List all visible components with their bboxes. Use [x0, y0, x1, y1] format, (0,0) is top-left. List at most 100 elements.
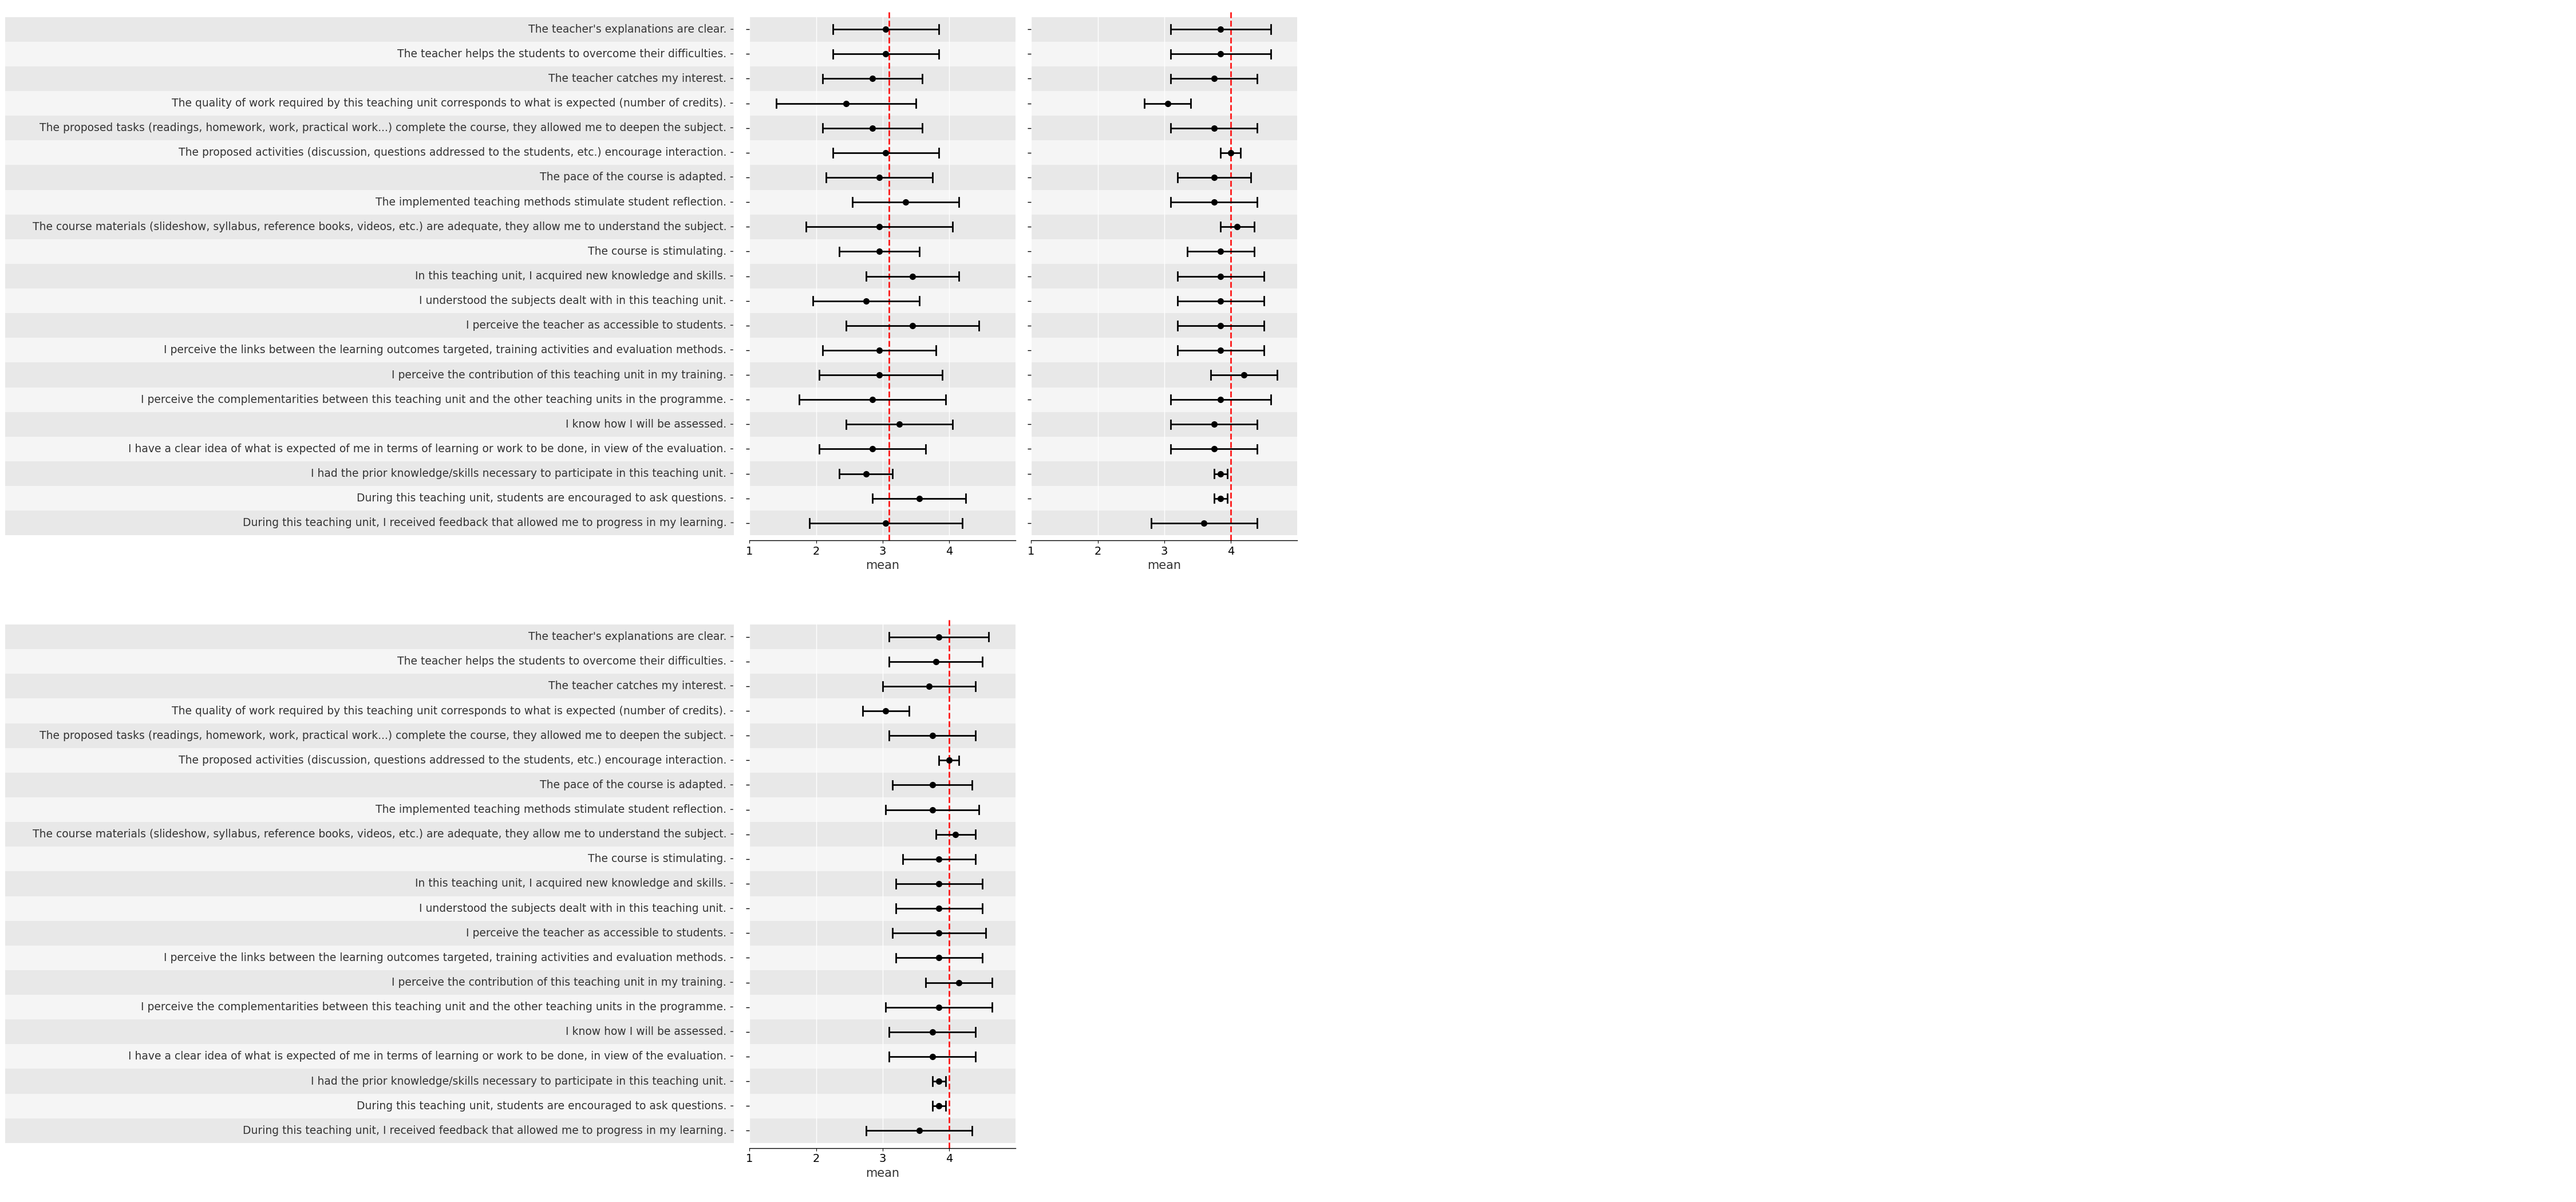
Text: During this teaching unit, students are encouraged to ask questions. -: During this teaching unit, students are …: [355, 493, 734, 504]
Bar: [5, 822, 734, 846]
Text: The quality of work required by this teaching unit corresponds to what is expect: The quality of work required by this tea…: [173, 706, 734, 716]
Bar: [750, 946, 1015, 970]
Bar: [750, 995, 1015, 1019]
Bar: [1030, 190, 1298, 214]
Bar: [750, 412, 1015, 436]
Bar: [750, 363, 1015, 387]
Text: The teacher's explanations are clear. -: The teacher's explanations are clear. -: [528, 24, 734, 35]
Text: During this teaching unit, students are encouraged to ask questions. -: During this teaching unit, students are …: [355, 1101, 734, 1112]
Bar: [1030, 115, 1298, 141]
X-axis label: mean: mean: [1146, 560, 1180, 571]
Bar: [5, 412, 734, 436]
Bar: [5, 1045, 734, 1069]
Bar: [5, 1019, 734, 1045]
Bar: [750, 486, 1015, 511]
Text: I perceive the complementarities between this teaching unit and the other teachi: I perceive the complementarities between…: [142, 1001, 734, 1012]
Text: I understood the subjects dealt with in this teaching unit. -: I understood the subjects dealt with in …: [420, 296, 734, 307]
Bar: [5, 17, 734, 42]
Bar: [750, 91, 1015, 115]
Bar: [750, 970, 1015, 995]
Bar: [750, 115, 1015, 141]
Text: The proposed activities (discussion, questions addressed to the students, etc.) : The proposed activities (discussion, que…: [178, 755, 734, 766]
Text: I perceive the links between the learning outcomes targeted, training activities: I perceive the links between the learnin…: [165, 345, 734, 356]
Text: The course is stimulating. -: The course is stimulating. -: [587, 246, 734, 257]
Bar: [5, 1118, 734, 1143]
Bar: [5, 846, 734, 871]
Bar: [750, 649, 1015, 674]
Bar: [5, 797, 734, 822]
Bar: [750, 314, 1015, 338]
Bar: [1030, 436, 1298, 462]
Bar: [750, 387, 1015, 412]
Bar: [5, 462, 734, 486]
Bar: [5, 141, 734, 165]
Text: I perceive the contribution of this teaching unit in my training. -: I perceive the contribution of this teac…: [392, 369, 734, 380]
Bar: [5, 263, 734, 288]
Bar: [1030, 288, 1298, 314]
Bar: [5, 91, 734, 115]
Bar: [1030, 42, 1298, 66]
Text: The proposed tasks (readings, homework, work, practical work...) complete the co: The proposed tasks (readings, homework, …: [39, 123, 734, 133]
Bar: [5, 511, 734, 535]
Text: I perceive the links between the learning outcomes targeted, training activities: I perceive the links between the learnin…: [165, 952, 734, 963]
Text: In this teaching unit, I acquired new knowledge and skills. -: In this teaching unit, I acquired new kn…: [415, 270, 734, 281]
Text: I perceive the teacher as accessible to students. -: I perceive the teacher as accessible to …: [466, 320, 734, 331]
Bar: [750, 1019, 1015, 1045]
Bar: [1030, 338, 1298, 363]
X-axis label: mean: mean: [866, 1167, 899, 1179]
Text: The implemented teaching methods stimulate student reflection. -: The implemented teaching methods stimula…: [376, 197, 734, 208]
Bar: [1030, 66, 1298, 91]
Bar: [5, 649, 734, 674]
Bar: [5, 387, 734, 412]
Text: The course materials (slideshow, syllabus, reference books, videos, etc.) are ad: The course materials (slideshow, syllabu…: [33, 829, 734, 840]
Bar: [750, 698, 1015, 724]
Bar: [750, 797, 1015, 822]
Bar: [5, 115, 734, 141]
Bar: [1030, 486, 1298, 511]
Bar: [5, 363, 734, 387]
Bar: [5, 288, 734, 314]
Bar: [1030, 214, 1298, 239]
Bar: [5, 42, 734, 66]
Bar: [5, 214, 734, 239]
Text: The pace of the course is adapted. -: The pace of the course is adapted. -: [541, 172, 734, 183]
Text: I perceive the contribution of this teaching unit in my training. -: I perceive the contribution of this teac…: [392, 977, 734, 988]
Bar: [750, 921, 1015, 946]
Text: I understood the subjects dealt with in this teaching unit. -: I understood the subjects dealt with in …: [420, 903, 734, 914]
Bar: [750, 436, 1015, 462]
Text: The pace of the course is adapted. -: The pace of the course is adapted. -: [541, 780, 734, 791]
Bar: [5, 1094, 734, 1118]
Bar: [750, 871, 1015, 897]
Bar: [750, 66, 1015, 91]
Bar: [5, 436, 734, 462]
Bar: [5, 239, 734, 263]
Text: The quality of work required by this teaching unit corresponds to what is expect: The quality of work required by this tea…: [173, 97, 734, 109]
Bar: [1030, 141, 1298, 165]
Bar: [750, 1118, 1015, 1143]
Text: The teacher's explanations are clear. -: The teacher's explanations are clear. -: [528, 631, 734, 642]
Bar: [5, 1069, 734, 1094]
X-axis label: mean: mean: [866, 560, 899, 571]
Bar: [1030, 363, 1298, 387]
Bar: [750, 17, 1015, 42]
Text: I had the prior knowledge/skills necessary to participate in this teaching unit.: I had the prior knowledge/skills necessa…: [312, 469, 734, 480]
Bar: [5, 748, 734, 773]
Text: The teacher helps the students to overcome their difficulties. -: The teacher helps the students to overco…: [397, 656, 734, 667]
Bar: [5, 946, 734, 970]
Bar: [1030, 387, 1298, 412]
Bar: [750, 1094, 1015, 1118]
Bar: [1030, 91, 1298, 115]
Bar: [750, 822, 1015, 846]
Text: The proposed activities (discussion, questions addressed to the students, etc.) : The proposed activities (discussion, que…: [178, 148, 734, 159]
Bar: [5, 897, 734, 921]
Bar: [750, 724, 1015, 748]
Bar: [5, 773, 734, 797]
Text: The teacher catches my interest. -: The teacher catches my interest. -: [549, 680, 734, 691]
Text: During this teaching unit, I received feedback that allowed me to progress in my: During this teaching unit, I received fe…: [242, 1125, 734, 1136]
Bar: [750, 338, 1015, 363]
Text: The course materials (slideshow, syllabus, reference books, videos, etc.) are ad: The course materials (slideshow, syllabu…: [33, 221, 734, 232]
Bar: [5, 66, 734, 91]
Bar: [750, 214, 1015, 239]
Text: I have a clear idea of what is expected of me in terms of learning or work to be: I have a clear idea of what is expected …: [129, 444, 734, 454]
Bar: [5, 921, 734, 946]
